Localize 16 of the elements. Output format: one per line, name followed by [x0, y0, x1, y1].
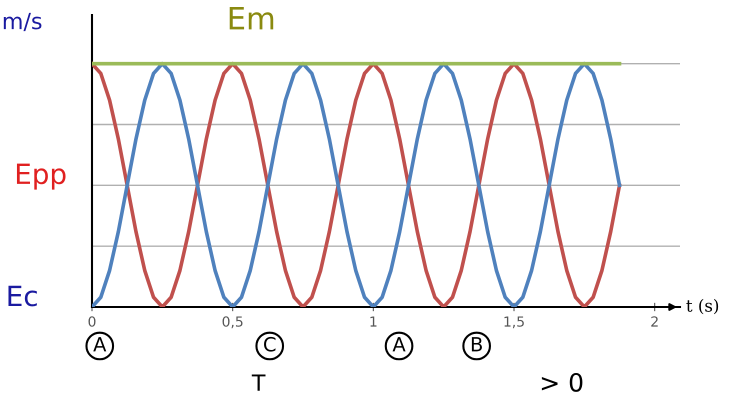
- x-tick-label: 0: [88, 316, 96, 327]
- text: A: [93, 337, 106, 352]
- x-tick-label: 0,5: [222, 316, 242, 328]
- text: > 0: [542, 372, 582, 392]
- text: Epp: [16, 164, 66, 190]
- text: C: [264, 336, 276, 352]
- x-axis-title: t (s): [686, 298, 718, 314]
- text: T: [252, 374, 266, 391]
- text: Ec: [8, 286, 37, 306]
- text: A: [392, 337, 406, 352]
- x-tick-label: 2: [651, 316, 658, 327]
- x-tick-label: 1,5: [504, 316, 524, 328]
- x-tick-label: 1: [370, 316, 376, 327]
- text: Em: [230, 7, 274, 30]
- text: B: [472, 337, 482, 352]
- text: m/s: [4, 12, 42, 32]
